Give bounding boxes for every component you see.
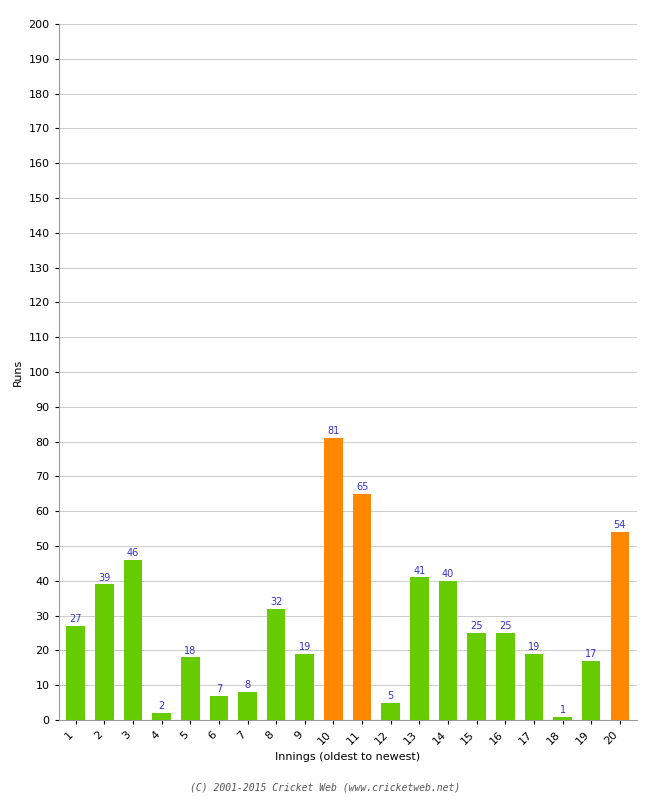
- Text: 40: 40: [442, 569, 454, 579]
- Text: 32: 32: [270, 597, 282, 607]
- Bar: [553, 717, 572, 720]
- Text: 7: 7: [216, 684, 222, 694]
- Bar: [382, 702, 400, 720]
- Text: 27: 27: [70, 614, 82, 624]
- Bar: [95, 584, 114, 720]
- Text: 18: 18: [184, 646, 196, 656]
- X-axis label: Innings (oldest to newest): Innings (oldest to newest): [275, 752, 421, 762]
- Bar: [238, 692, 257, 720]
- Text: 19: 19: [528, 642, 540, 652]
- Text: 25: 25: [471, 622, 483, 631]
- Bar: [467, 633, 486, 720]
- Text: 25: 25: [499, 622, 512, 631]
- Y-axis label: Runs: Runs: [13, 358, 23, 386]
- Text: 19: 19: [298, 642, 311, 652]
- Text: 2: 2: [159, 702, 164, 711]
- Bar: [209, 696, 228, 720]
- Bar: [410, 578, 428, 720]
- Text: 5: 5: [387, 691, 394, 701]
- Bar: [324, 438, 343, 720]
- Bar: [525, 654, 543, 720]
- Bar: [353, 494, 371, 720]
- Text: 17: 17: [585, 649, 597, 659]
- Text: (C) 2001-2015 Cricket Web (www.cricketweb.net): (C) 2001-2015 Cricket Web (www.cricketwe…: [190, 782, 460, 792]
- Bar: [124, 560, 142, 720]
- Bar: [610, 532, 629, 720]
- Text: 46: 46: [127, 548, 139, 558]
- Bar: [267, 609, 285, 720]
- Bar: [296, 654, 314, 720]
- Bar: [152, 713, 171, 720]
- Bar: [582, 661, 601, 720]
- Text: 1: 1: [560, 705, 566, 714]
- Text: 81: 81: [328, 426, 339, 436]
- Text: 8: 8: [244, 681, 251, 690]
- Text: 41: 41: [413, 566, 426, 575]
- Text: 65: 65: [356, 482, 369, 492]
- Text: 39: 39: [98, 573, 110, 582]
- Bar: [496, 633, 515, 720]
- Bar: [181, 658, 200, 720]
- Bar: [66, 626, 85, 720]
- Text: 54: 54: [614, 520, 626, 530]
- Bar: [439, 581, 458, 720]
